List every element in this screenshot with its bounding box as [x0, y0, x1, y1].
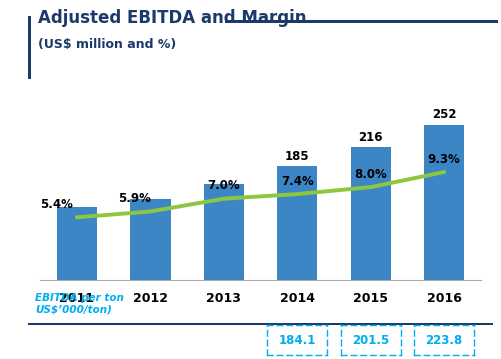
Text: 223.8: 223.8 — [425, 334, 463, 347]
Text: EBITDA per ton
US$’000/ton): EBITDA per ton US$’000/ton) — [35, 293, 124, 314]
Text: 185: 185 — [285, 150, 310, 163]
Text: 184.1: 184.1 — [279, 334, 316, 347]
Text: 9.3%: 9.3% — [428, 153, 460, 165]
Text: 5.4%: 5.4% — [40, 198, 73, 211]
Text: 5.9%: 5.9% — [118, 192, 151, 205]
Bar — [57, 207, 97, 280]
Bar — [351, 147, 391, 280]
Text: 7.4%: 7.4% — [281, 175, 314, 188]
Text: 252: 252 — [432, 108, 456, 121]
Text: 216: 216 — [359, 131, 383, 144]
Bar — [203, 185, 244, 280]
Text: 8.0%: 8.0% — [354, 168, 387, 181]
Text: Adjusted EBITDA and Margin: Adjusted EBITDA and Margin — [38, 9, 306, 27]
Bar — [130, 199, 170, 280]
Text: 201.5: 201.5 — [352, 334, 389, 347]
Bar — [424, 125, 464, 280]
Bar — [277, 166, 318, 280]
Text: (US$ million and %): (US$ million and %) — [38, 38, 176, 51]
Text: 7.0%: 7.0% — [207, 180, 240, 192]
